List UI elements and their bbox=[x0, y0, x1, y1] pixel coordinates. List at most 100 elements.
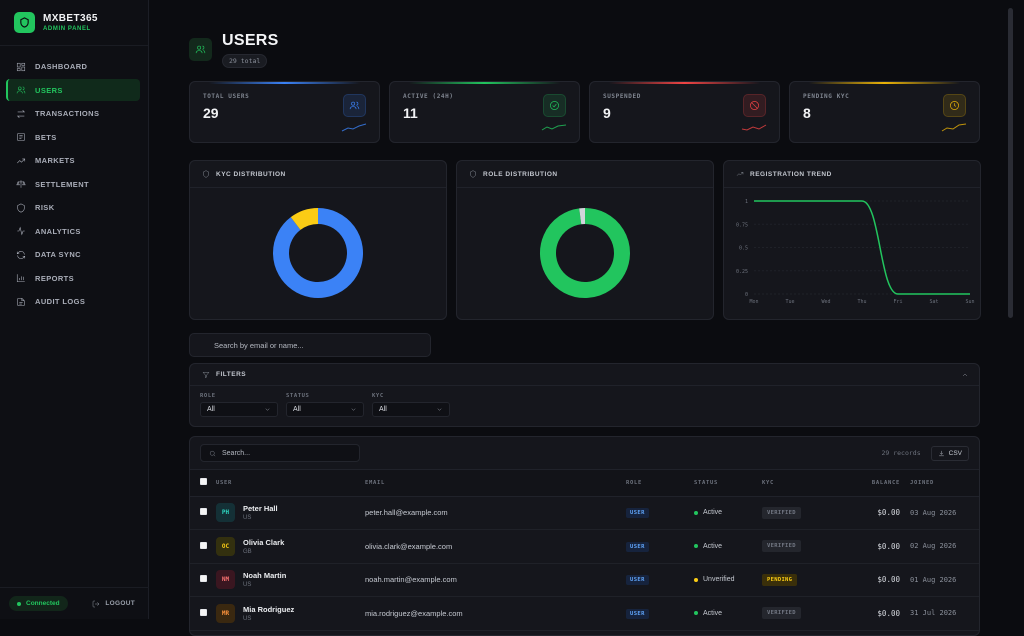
status-text: Active bbox=[703, 610, 722, 617]
table-search-input[interactable]: Search... bbox=[200, 444, 360, 462]
sidebar-item-data-sync[interactable]: DATA SYNC bbox=[6, 244, 140, 266]
user-search-input[interactable]: Search by email or name... bbox=[189, 333, 431, 357]
row-checkbox[interactable] bbox=[200, 609, 207, 616]
sidebar-item-label: DATA SYNC bbox=[35, 250, 81, 259]
status-dot-icon bbox=[694, 611, 698, 615]
sidebar-item-reports[interactable]: REPORTS bbox=[6, 267, 140, 289]
sidebar: MXBET365 ADMIN PANEL DASHBOARD USERS TRANS… bbox=[0, 0, 149, 619]
user-name[interactable]: Olivia Clark bbox=[243, 538, 284, 547]
logout-button[interactable]: LOGOUT bbox=[92, 600, 135, 608]
chevron-up-icon[interactable] bbox=[961, 371, 969, 379]
total-count-badge: 29 total bbox=[222, 54, 267, 68]
x-tick-label: Sun bbox=[965, 299, 974, 305]
row-checkbox[interactable] bbox=[200, 542, 207, 549]
scrollbar-thumb[interactable] bbox=[1008, 8, 1013, 318]
role-distribution-header: ROLE DISTRIBUTION bbox=[457, 161, 713, 188]
table-toolbar: Search... 29 records CSV bbox=[190, 437, 979, 470]
search-icon bbox=[209, 450, 216, 457]
sidebar-item-analytics[interactable]: ANALYTICS bbox=[6, 220, 140, 242]
filter-label: ROLE bbox=[200, 393, 278, 399]
status-text: Active bbox=[703, 543, 722, 550]
avatar: NM bbox=[216, 570, 235, 589]
column-user[interactable]: USER bbox=[216, 470, 365, 496]
status-select[interactable]: All bbox=[286, 402, 364, 417]
export-csv-button[interactable]: CSV bbox=[931, 446, 969, 461]
page-header: USERS 29 total bbox=[189, 32, 279, 68]
stat-accent-bar bbox=[190, 82, 379, 84]
user-name[interactable]: Mia Rodriguez bbox=[243, 605, 294, 614]
column-status[interactable]: STATUS bbox=[694, 470, 762, 496]
x-tick-label: Tue bbox=[785, 299, 794, 305]
sidebar-item-audit-logs[interactable]: AUDIT LOGS bbox=[6, 291, 140, 313]
shield-icon bbox=[469, 170, 477, 178]
sidebar-item-label: USERS bbox=[35, 86, 63, 95]
column-email[interactable]: EMAIL bbox=[365, 470, 626, 496]
sparkline bbox=[341, 122, 367, 132]
sidebar-item-users[interactable]: USERS bbox=[6, 79, 140, 101]
role-select[interactable]: All bbox=[200, 402, 278, 417]
sidebar-item-risk[interactable]: RISK bbox=[6, 197, 140, 219]
select-value: All bbox=[293, 406, 301, 413]
sidebar-item-label: AUDIT LOGS bbox=[35, 297, 85, 306]
sidebar-item-markets[interactable]: MARKETS bbox=[6, 150, 140, 172]
avatar: MR bbox=[216, 604, 235, 623]
email-cell: mia.rodriguez@example.com bbox=[365, 597, 626, 631]
filter-icon bbox=[202, 371, 210, 379]
y-tick-label: 0.5 bbox=[739, 246, 748, 252]
status-dot-icon bbox=[17, 602, 21, 606]
y-tick-label: 0 bbox=[745, 292, 748, 298]
user-name[interactable]: Peter Hall bbox=[243, 504, 278, 513]
kyc-select[interactable]: All bbox=[372, 402, 450, 417]
x-tick-label: Wed bbox=[821, 299, 830, 305]
role-distribution-title: ROLE DISTRIBUTION bbox=[483, 171, 558, 178]
select-all-checkbox[interactable] bbox=[200, 478, 207, 485]
filters-header[interactable]: FILTERS bbox=[190, 364, 979, 386]
filter-role: ROLE All bbox=[200, 393, 278, 417]
row-select-cell bbox=[190, 530, 216, 564]
column-balance[interactable]: BALANCE bbox=[820, 470, 910, 496]
trend-up-icon bbox=[736, 170, 744, 178]
role-distribution-card: ROLE DISTRIBUTION bbox=[456, 160, 714, 320]
x-tick-label: Thu bbox=[857, 299, 866, 305]
records-count: 29 records bbox=[881, 449, 920, 457]
sidebar-item-label: ANALYTICS bbox=[35, 227, 81, 236]
connection-status-label: Connected bbox=[26, 600, 60, 607]
column-role[interactable]: ROLE bbox=[626, 470, 694, 496]
audit-logs-icon bbox=[16, 297, 26, 307]
stat-value: 9 bbox=[603, 105, 766, 121]
status-dot-icon bbox=[694, 578, 698, 582]
brand[interactable]: MXBET365 ADMIN PANEL bbox=[0, 0, 148, 46]
kyc-badge: VERIFIED bbox=[762, 507, 801, 519]
kyc-distribution-title: KYC DISTRIBUTION bbox=[216, 171, 286, 178]
kyc-cell: PENDING bbox=[762, 563, 820, 597]
dashboard-icon bbox=[16, 62, 26, 72]
page-scrollbar[interactable] bbox=[1006, 0, 1015, 619]
role-cell: USER bbox=[626, 563, 694, 597]
sidebar-item-settlement[interactable]: SETTLEMENT bbox=[6, 173, 140, 195]
row-checkbox[interactable] bbox=[200, 508, 207, 515]
kyc-badge: PENDING bbox=[762, 574, 797, 586]
sidebar-item-dashboard[interactable]: DASHBOARD bbox=[6, 56, 140, 78]
row-select-cell bbox=[190, 597, 216, 631]
stat-card-active-24h: ACTIVE (24H)11 bbox=[389, 81, 580, 143]
kyc-badge: VERIFIED bbox=[762, 540, 801, 552]
column-kyc[interactable]: KYC bbox=[762, 470, 820, 496]
sidebar-item-bets[interactable]: BETS bbox=[6, 126, 140, 148]
kyc-cell: VERIFIED bbox=[762, 597, 820, 631]
sidebar-item-transactions[interactable]: TRANSACTIONS bbox=[6, 103, 140, 125]
filter-label: KYC bbox=[372, 393, 450, 399]
registration-trend-title: REGISTRATION TREND bbox=[750, 171, 832, 178]
user-name[interactable]: Noah Martin bbox=[243, 571, 286, 580]
row-checkbox[interactable] bbox=[200, 575, 207, 582]
stat-label: ACTIVE (24H) bbox=[403, 93, 566, 100]
sidebar-item-label: RISK bbox=[35, 203, 55, 212]
sidebar-footer: Connected LOGOUT bbox=[0, 587, 149, 619]
column-joined[interactable]: JOINED bbox=[910, 470, 979, 496]
y-tick-label: 0.25 bbox=[736, 269, 748, 275]
stat-label: TOTAL USERS bbox=[203, 93, 366, 100]
